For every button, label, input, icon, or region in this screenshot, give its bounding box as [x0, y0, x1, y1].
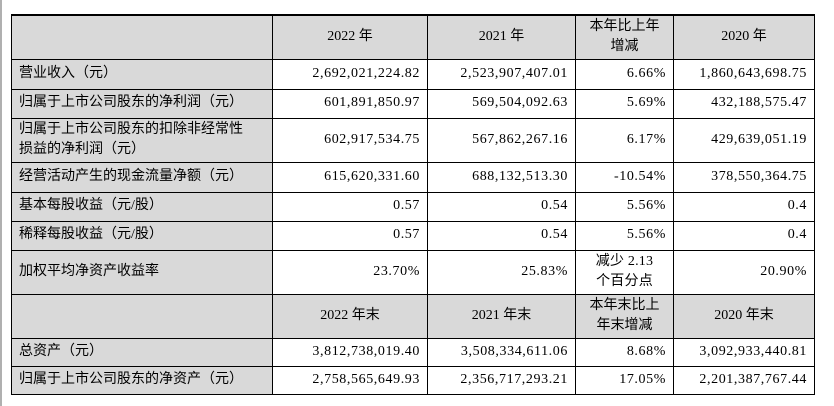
value-2022: 3,812,738,019.40: [272, 337, 428, 367]
value-change: 5.56%: [575, 191, 674, 222]
row-label: 稀释每股收益（元/股）: [11, 220, 273, 251]
value-change: 6.66%: [575, 58, 674, 90]
row-label: 归属于上市公司股东的净利润（元）: [11, 88, 273, 119]
table-row-total-assets: 总资产（元） 3,812,738,019.40 3,508,334,611.06…: [11, 337, 815, 367]
value-2020: 378,550,364.75: [673, 161, 815, 193]
header-2020-year-end: 2020 年末: [673, 293, 815, 339]
row-label: 加权平均净资产收益率: [11, 249, 273, 295]
table-row-deducted-net-profit: 归属于上市公司股东的扣除非经常性 损益的净利润（元） 602,917,534.7…: [11, 117, 815, 163]
value-2022: 2,758,565,649.93: [272, 365, 428, 395]
table-row-operating-cash-flow: 经营活动产生的现金流量净额（元） 615,620,331.60 688,132,…: [11, 161, 815, 193]
table-row-net-profit: 归属于上市公司股东的净利润（元） 601,891,850.97 569,504,…: [11, 88, 815, 119]
value-2022: 601,891,850.97: [272, 88, 428, 119]
value-2020: 20.90%: [673, 249, 815, 295]
value-2022: 0.57: [272, 220, 428, 251]
row-label: 营业收入（元）: [11, 58, 273, 90]
table-row-basic-eps: 基本每股收益（元/股） 0.57 0.54 5.56% 0.4: [11, 191, 815, 222]
value-2021: 0.54: [427, 191, 576, 222]
financial-summary-table: 2022 年 2021 年 本年比上年 增减 2020 年 营业收入（元） 2,…: [11, 14, 815, 395]
header-blank-cell: [11, 14, 273, 60]
value-change: 减少 2.13 个百分点: [575, 249, 674, 295]
value-2022: 615,620,331.60: [272, 161, 428, 193]
table-row-weighted-avg-roe: 加权平均净资产收益率 23.70% 25.83% 减少 2.13 个百分点 20…: [11, 249, 815, 295]
value-2021: 2,523,907,407.01: [427, 58, 576, 90]
value-2022: 2,692,021,224.82: [272, 58, 428, 90]
header-2021-year-end: 2021 年末: [427, 293, 576, 339]
value-2021: 3,508,334,611.06: [427, 337, 576, 367]
value-2020: 429,639,051.19: [673, 117, 815, 163]
value-2020: 0.4: [673, 191, 815, 222]
annual-header-row: 2022 年 2021 年 本年比上年 增减 2020 年: [11, 14, 815, 60]
header-2020: 2020 年: [673, 14, 815, 60]
row-label: 归属于上市公司股东的扣除非经常性 损益的净利润（元）: [11, 117, 273, 163]
value-2021: 567,862,267.16: [427, 117, 576, 163]
value-2021: 2,356,717,293.21: [427, 365, 576, 395]
row-label: 总资产（元）: [11, 337, 273, 367]
header-blank-cell: [11, 293, 273, 339]
value-change: 17.05%: [575, 365, 674, 395]
row-label: 基本每股收益（元/股）: [11, 191, 273, 222]
table-row-diluted-eps: 稀释每股收益（元/股） 0.57 0.54 5.56% 0.4: [11, 220, 815, 251]
value-change: 6.17%: [575, 117, 674, 163]
header-2021: 2021 年: [427, 14, 576, 60]
value-2021: 0.54: [427, 220, 576, 251]
value-2022: 0.57: [272, 191, 428, 222]
value-2020: 2,201,387,767.44: [673, 365, 815, 395]
value-2020: 3,092,933,440.81: [673, 337, 815, 367]
page-edge-strip: [0, 0, 2, 406]
value-change: 8.68%: [575, 337, 674, 367]
value-2020: 432,188,575.47: [673, 88, 815, 119]
value-change: 5.69%: [575, 88, 674, 119]
value-2022: 23.70%: [272, 249, 428, 295]
row-label: 归属于上市公司股东的净资产（元）: [11, 365, 273, 395]
header-2022: 2022 年: [272, 14, 428, 60]
value-2022: 602,917,534.75: [272, 117, 428, 163]
value-change: -10.54%: [575, 161, 674, 193]
header-year-end-change: 本年末比上 年末增减: [575, 293, 674, 339]
table-row-revenue: 营业收入（元） 2,692,021,224.82 2,523,907,407.0…: [11, 58, 815, 90]
value-change: 5.56%: [575, 220, 674, 251]
year-end-header-row: 2022 年末 2021 年末 本年末比上 年末增减 2020 年末: [11, 293, 815, 339]
value-2021: 569,504,092.63: [427, 88, 576, 119]
header-yoy-change: 本年比上年 增减: [575, 14, 674, 60]
row-label: 经营活动产生的现金流量净额（元）: [11, 161, 273, 193]
value-2021: 25.83%: [427, 249, 576, 295]
header-2022-year-end: 2022 年末: [272, 293, 428, 339]
value-2020: 1,860,643,698.75: [673, 58, 815, 90]
value-2020: 0.4: [673, 220, 815, 251]
table-row-net-assets: 归属于上市公司股东的净资产（元） 2,758,565,649.93 2,356,…: [11, 365, 815, 395]
value-2021: 688,132,513.30: [427, 161, 576, 193]
